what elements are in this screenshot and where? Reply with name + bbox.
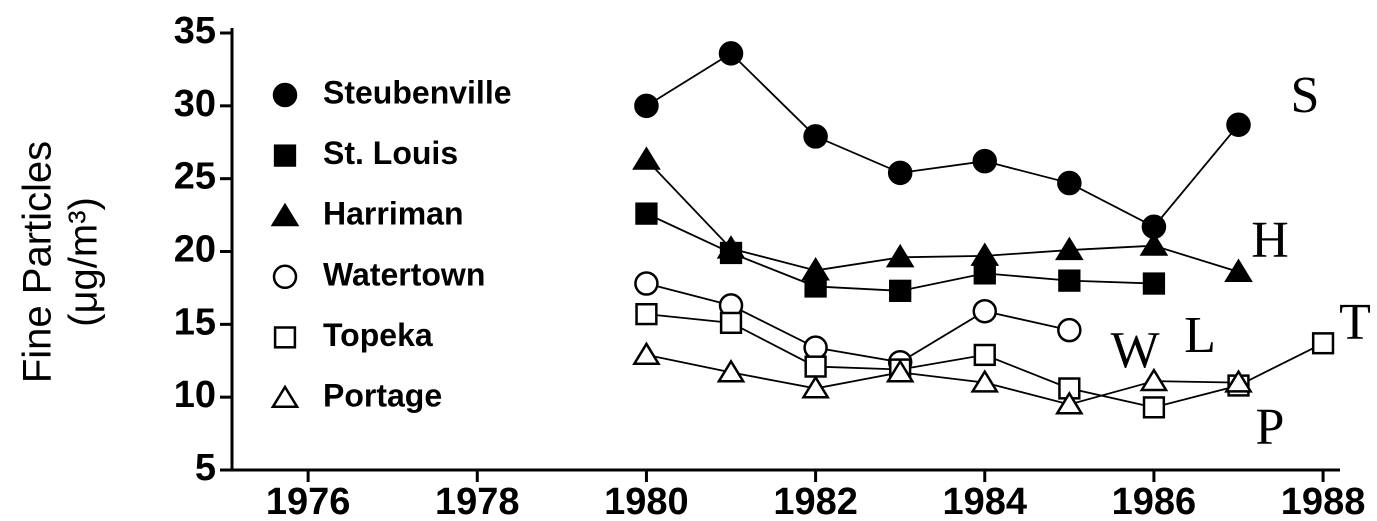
data-point (803, 335, 828, 360)
data-point (716, 359, 746, 383)
x-tick-label: 1988 (1281, 481, 1366, 521)
legend-marker (272, 82, 298, 108)
x-tick-label: 1976 (266, 481, 351, 521)
y-label-line: Fine Particles (16, 141, 60, 383)
data-point (887, 160, 913, 186)
data-point (885, 359, 915, 383)
y-tick-label: 5 (195, 447, 216, 489)
data-point (801, 257, 830, 281)
data-point (972, 298, 998, 324)
legend-marker (272, 264, 298, 290)
data-point (1055, 236, 1084, 261)
legend-marker (273, 326, 297, 349)
y-axis-label: Fine Particles (μg/m³) (16, 141, 106, 383)
legend-label: Harriman (323, 196, 464, 232)
y-tick-label: 15 (174, 301, 216, 343)
annotation: P (1256, 399, 1285, 456)
series-line (646, 282, 1070, 364)
data-point (970, 242, 1000, 266)
legend-marker (270, 384, 300, 409)
y-tick-label: 35 (174, 10, 216, 52)
data-point (973, 262, 996, 285)
y-tick-label: 10 (174, 374, 216, 416)
data-point (635, 302, 658, 326)
data-point (803, 124, 828, 149)
data-point (1139, 232, 1169, 256)
data-point (973, 343, 996, 367)
legend-label: Watertown (323, 256, 485, 292)
x-tick-label: 1980 (604, 481, 689, 521)
data-point (1311, 332, 1335, 355)
data-point (1058, 269, 1081, 292)
data-point (632, 341, 661, 365)
data-point (635, 202, 658, 225)
legend-label: Portage (323, 377, 442, 413)
data-point (889, 279, 912, 302)
data-point (1226, 112, 1251, 138)
data-point (1142, 396, 1166, 419)
x-tick-label: 1984 (942, 481, 1027, 521)
legend-marker (273, 144, 297, 167)
x-tick-label: 1986 (1112, 481, 1197, 521)
data-point (716, 235, 746, 259)
annotation: L (1184, 307, 1216, 364)
data-point (634, 271, 659, 296)
data-point (801, 375, 830, 399)
data-point (970, 369, 1000, 393)
data-point (804, 355, 827, 378)
y-tick-label: 30 (174, 83, 216, 125)
y-tick-label: 25 (174, 156, 216, 198)
legend-marker (270, 202, 300, 227)
data-point (1224, 258, 1253, 282)
data-point (718, 41, 744, 66)
x-tick-label: 1978 (435, 481, 520, 521)
data-point (1142, 272, 1166, 295)
y-label-line: (μg/m³) (62, 197, 106, 327)
data-point (632, 146, 661, 170)
data-point (1057, 317, 1082, 343)
annotation: S (1291, 67, 1320, 124)
data-point (1057, 170, 1082, 196)
legend-label: Steubenville (323, 74, 512, 110)
data-point (719, 311, 743, 335)
data-point (1224, 369, 1253, 393)
data-point (972, 148, 998, 174)
series-line (646, 354, 1239, 406)
data-point (1055, 391, 1084, 415)
data-point (885, 243, 915, 268)
legend-label: Topeka (323, 317, 433, 353)
legend-label: St. Louis (323, 135, 458, 171)
annotation: H (1251, 212, 1289, 269)
data-point (1139, 367, 1169, 392)
data-point (634, 93, 659, 119)
y-tick-label: 20 (174, 229, 216, 271)
series-line (645, 52, 1240, 228)
series-line (645, 159, 1239, 273)
annotation: W (1110, 322, 1159, 379)
annotation: T (1339, 294, 1371, 351)
x-tick-label: 1982 (773, 481, 858, 521)
